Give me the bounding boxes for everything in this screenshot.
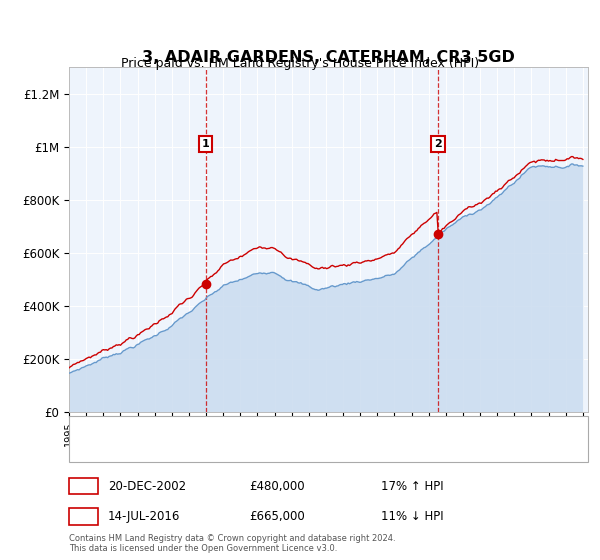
Text: £480,000: £480,000 — [249, 479, 305, 493]
Text: HPI: Average price, detached house, Tandridge: HPI: Average price, detached house, Tand… — [123, 445, 367, 455]
Text: ———: ——— — [84, 443, 107, 456]
Text: 2: 2 — [79, 510, 88, 524]
Text: Price paid vs. HM Land Registry's House Price Index (HPI): Price paid vs. HM Land Registry's House … — [121, 57, 479, 70]
Text: ———: ——— — [84, 422, 107, 435]
Text: 11% ↓ HPI: 11% ↓ HPI — [381, 510, 443, 524]
Text: 2: 2 — [434, 139, 442, 149]
Text: £665,000: £665,000 — [249, 510, 305, 524]
Title: 3, ADAIR GARDENS, CATERHAM, CR3 5GD: 3, ADAIR GARDENS, CATERHAM, CR3 5GD — [142, 50, 515, 64]
Text: Contains HM Land Registry data © Crown copyright and database right 2024.
This d: Contains HM Land Registry data © Crown c… — [69, 534, 395, 553]
Text: 1: 1 — [79, 479, 88, 493]
Text: 14-JUL-2016: 14-JUL-2016 — [108, 510, 181, 524]
Text: 20-DEC-2002: 20-DEC-2002 — [108, 479, 186, 493]
Text: 1: 1 — [202, 139, 209, 149]
Text: 3, ADAIR GARDENS, CATERHAM, CR3 5GD (detached house): 3, ADAIR GARDENS, CATERHAM, CR3 5GD (det… — [123, 423, 436, 433]
Text: 17% ↑ HPI: 17% ↑ HPI — [381, 479, 443, 493]
